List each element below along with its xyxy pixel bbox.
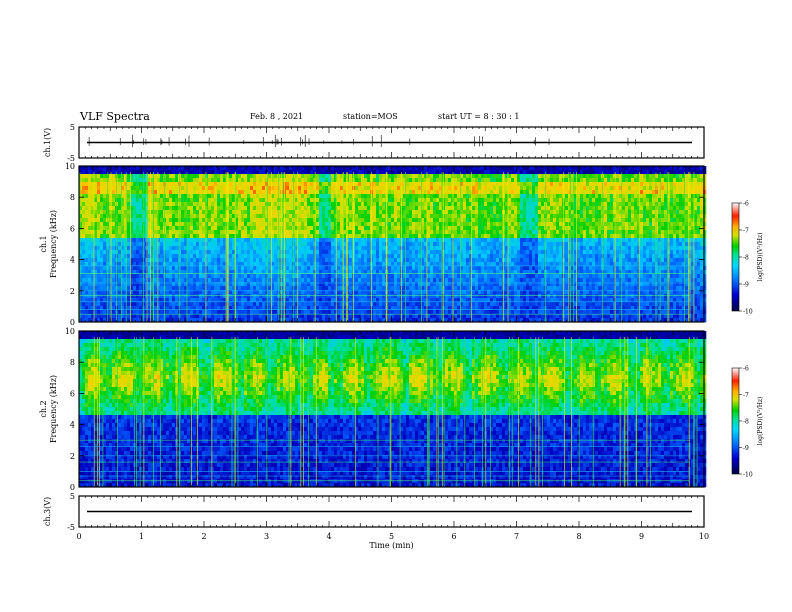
- colorbar-tick-label: -10: [743, 309, 753, 316]
- x-tick-label: 10: [699, 532, 709, 541]
- ch1-waveform-ytick-label: 5: [70, 123, 75, 132]
- ch2-spectrogram-ytick-label: 0: [70, 483, 75, 492]
- x-tick-label: 8: [576, 532, 581, 541]
- colorbar-tick-label: -7: [743, 228, 749, 235]
- colorbar-2: [732, 368, 739, 474]
- x-tick-label: 1: [139, 532, 144, 541]
- ch3-waveform-ylabel: ch.3(V): [43, 497, 52, 526]
- ch2-spectrogram-ytick-label: 6: [70, 389, 75, 398]
- colorbar-tick-label: -8: [743, 255, 749, 262]
- colorbar-tick-label: -7: [743, 392, 749, 399]
- colorbar-tick-label: -10: [743, 472, 753, 479]
- colorbar-tick-label: -9: [743, 282, 749, 289]
- ch2-spectrogram-ytick-label: 8: [70, 358, 75, 367]
- x-tick-label: 4: [326, 532, 331, 541]
- ch2-spectrogram-ylabel-channel: ch.2: [39, 400, 48, 417]
- ch1-spectrogram-ylabel-channel: ch.1: [39, 235, 48, 252]
- x-tick-label: 6: [451, 532, 456, 541]
- colorbar-label: log(PSD)(V²/Hz): [757, 397, 764, 446]
- colorbar-tick-label: -6: [743, 201, 749, 208]
- colorbar-tick-label: -9: [743, 445, 749, 452]
- ch3-waveform-ytick-label: -5: [67, 523, 75, 532]
- ch1-spectrogram-ytick-label: 4: [70, 256, 75, 265]
- colorbar-tick-label: -6: [743, 366, 749, 373]
- ch1-spectrogram-image: [79, 166, 706, 322]
- x-axis-label: Time (min): [369, 541, 413, 550]
- x-tick-label: 3: [264, 532, 269, 541]
- x-tick-label: 0: [76, 532, 81, 541]
- x-tick-label: 5: [389, 532, 394, 541]
- ch1-spectrogram-ylabel-frequency: Frequency (kHz): [49, 210, 58, 278]
- ch2-spectrogram-ylabel-frequency: Frequency (kHz): [49, 375, 58, 443]
- x-tick-label: 2: [201, 532, 206, 541]
- ch2-spectrogram-ytick-label: 2: [70, 452, 75, 461]
- colorbar-label: log(PSD)(V²/Hz): [757, 233, 764, 282]
- ch2-spectrogram-ytick-label: 10: [65, 327, 75, 336]
- ch2-spectrogram-image: [79, 331, 706, 487]
- ch3-waveform-ytick-label: 5: [70, 492, 75, 501]
- ch1-spectrogram-ytick-label: 0: [70, 318, 75, 327]
- ch1-spectrogram-ytick-label: 10: [65, 162, 75, 171]
- colorbar-1: [732, 203, 739, 311]
- x-tick-label: 7: [514, 532, 519, 541]
- ch1-spectrogram-ytick-label: 6: [70, 224, 75, 233]
- ch1-waveform-ylabel: ch.1(V): [43, 128, 52, 157]
- ch2-spectrogram-ytick-label: 4: [70, 421, 75, 430]
- ch1-spectrogram-ytick-label: 8: [70, 193, 75, 202]
- colorbar-tick-label: -8: [743, 419, 749, 426]
- x-tick-label: 9: [639, 532, 644, 541]
- ch1-spectrogram-ytick-label: 2: [70, 287, 75, 296]
